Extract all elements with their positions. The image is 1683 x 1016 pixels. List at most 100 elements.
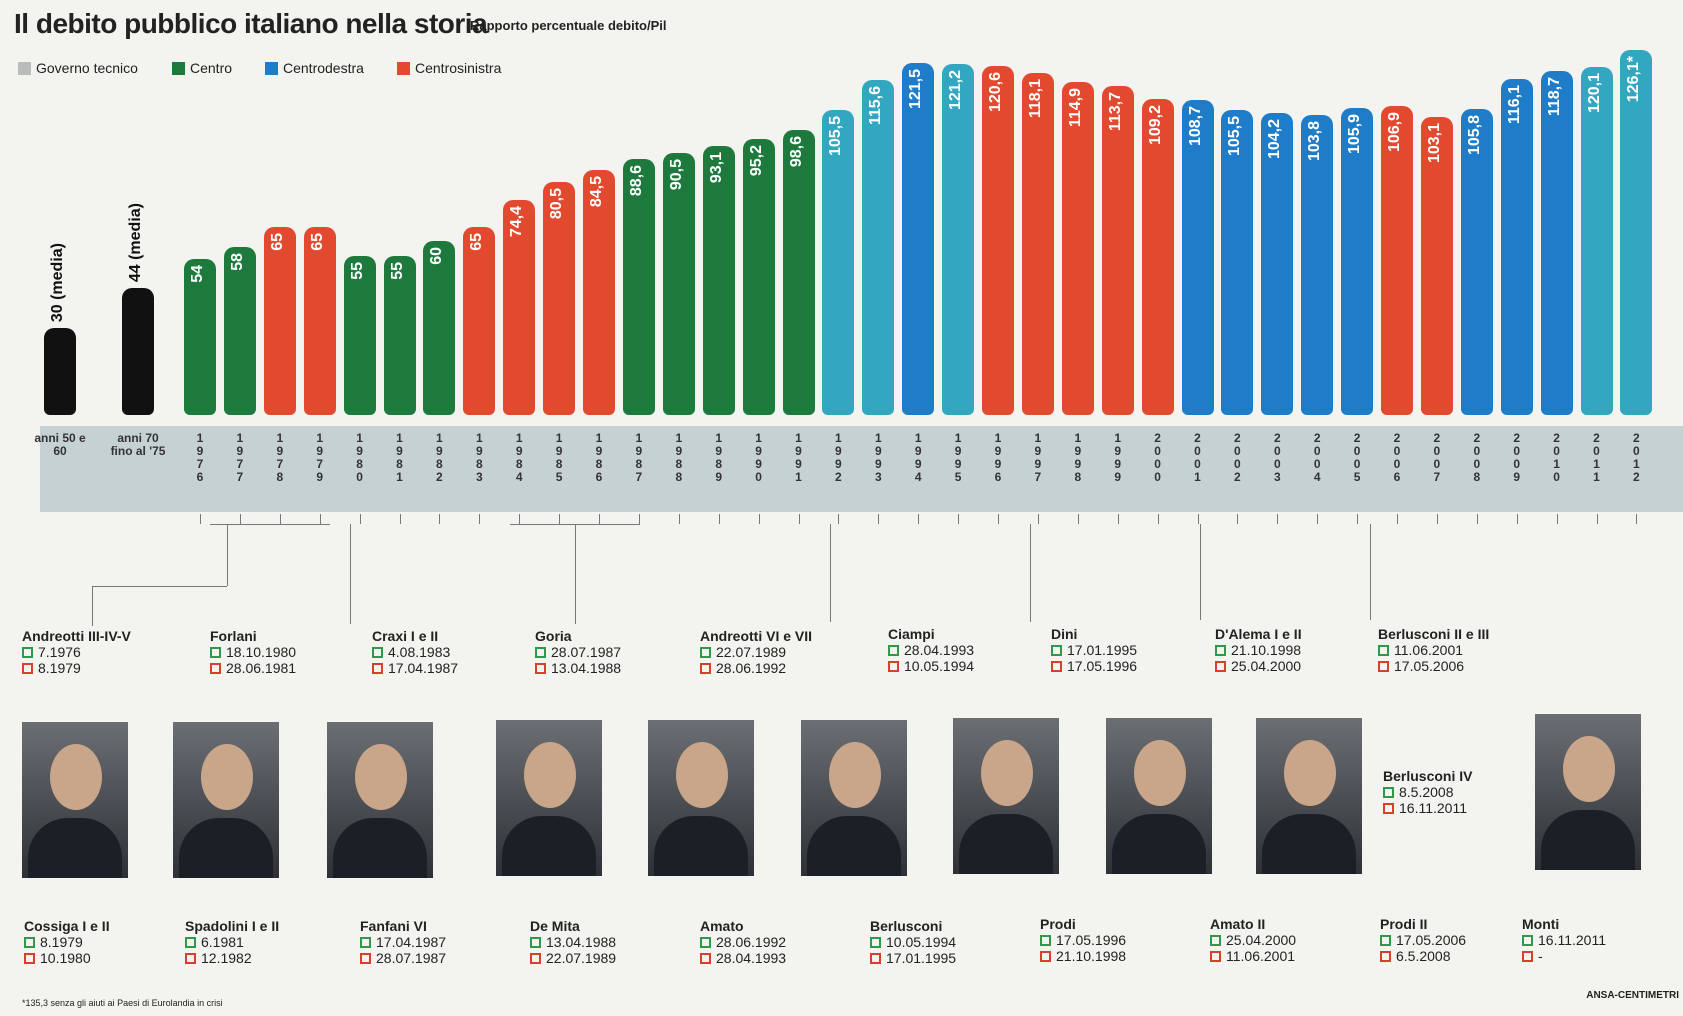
date-text: 11.06.2001 <box>1226 948 1296 964</box>
government: Ciampi 28.04.1993 10.05.1994 <box>888 626 974 674</box>
connector <box>319 514 321 524</box>
bar <box>902 63 935 415</box>
connector <box>1197 514 1199 524</box>
bar <box>942 64 975 415</box>
bar-value-label: 74,4 <box>508 205 526 237</box>
date-icon <box>1378 660 1389 672</box>
photo <box>1256 718 1362 874</box>
date-icon <box>700 952 711 964</box>
x-tick-label: 2011 <box>1593 431 1600 484</box>
date-text: 28.07.1987 <box>376 950 447 966</box>
government-date: 28.04.1993 <box>700 950 786 966</box>
date-text: 17.05.2006 <box>1396 932 1467 948</box>
x-tick-label: 1986 <box>595 431 603 484</box>
x-tick-label: 1976 <box>196 431 204 484</box>
legend-item: Centro <box>172 60 232 76</box>
date-icon <box>700 936 711 948</box>
date-text: 11.06.2001 <box>1394 642 1464 658</box>
government-date: 12.1982 <box>185 950 279 966</box>
date-text: 22.07.1989 <box>546 950 617 966</box>
bar-value-label: 106,9 <box>1386 111 1403 152</box>
bar-value-label: 93,1 <box>707 151 725 183</box>
source: ANSA-CENTIMETRI <box>1586 990 1679 1001</box>
connector <box>1277 514 1279 524</box>
date-icon <box>1210 950 1221 962</box>
government-date: 16.11.2011 <box>1383 800 1472 816</box>
x-tick-label: 1993 <box>874 431 882 484</box>
bar <box>1381 105 1413 415</box>
legend-item: Centrodestra <box>265 60 364 76</box>
connector <box>1200 524 1201 620</box>
government-date: 6.1981 <box>185 934 279 950</box>
bar <box>423 241 456 415</box>
bar <box>1261 113 1294 415</box>
government-date: 28.07.1987 <box>535 644 621 660</box>
connector <box>878 514 880 524</box>
bar <box>1620 50 1653 415</box>
government-name: Dini <box>1051 626 1078 642</box>
date-icon <box>185 952 196 964</box>
government-name: Forlani <box>210 628 257 644</box>
date-icon <box>888 660 899 672</box>
bar <box>1101 85 1134 415</box>
government-date: 17.05.1996 <box>1051 658 1137 674</box>
bar-value-label: 118,1 <box>1026 79 1044 119</box>
government-date: 18.10.1980 <box>210 644 296 660</box>
government-name: Fanfani VI <box>360 918 427 934</box>
government-date: 10.05.1994 <box>888 658 974 674</box>
connector <box>227 524 228 586</box>
date-icon <box>1383 786 1394 798</box>
connector <box>1370 524 1371 620</box>
bar-value-label: 121,2 <box>947 70 965 111</box>
government-date: 8.5.2008 <box>1383 784 1472 800</box>
bar <box>1420 116 1453 415</box>
x-tick-label: 2006 <box>1393 431 1401 484</box>
connector <box>798 514 800 524</box>
government-date: 25.04.2000 <box>1215 658 1302 674</box>
x-tick-label: 1980 <box>356 431 363 484</box>
date-icon <box>1378 644 1389 656</box>
connector <box>519 514 521 524</box>
date-text: 8.1979 <box>40 934 83 950</box>
date-icon <box>1380 934 1391 946</box>
date-text: 21.10.1998 <box>1231 642 1302 658</box>
date-text: 6.1981 <box>201 934 244 950</box>
date-text: 4.08.1983 <box>388 644 451 660</box>
legend-swatch <box>265 61 278 75</box>
government-name: Craxi I e II <box>372 628 439 644</box>
x-tick-label: 2003 <box>1273 431 1281 484</box>
legend-swatch <box>397 61 410 75</box>
government-date: 28.06.1992 <box>700 660 812 676</box>
government-name: Spadolini I e II <box>185 918 280 934</box>
connector <box>830 524 831 622</box>
bar-value-label: 120,6 <box>987 71 1004 112</box>
date-icon <box>888 644 899 656</box>
bar <box>1021 73 1054 415</box>
government-name: Goria <box>535 628 572 644</box>
connector <box>439 514 441 524</box>
government-name: Andreotti VI e VII <box>700 628 813 644</box>
bar-value-label: 80,5 <box>548 187 566 220</box>
connector <box>1317 514 1319 524</box>
government-date: 17.01.1995 <box>1051 642 1137 658</box>
bar <box>343 255 376 415</box>
connector <box>279 514 281 524</box>
date-text: 28.06.1992 <box>716 934 787 950</box>
date-icon <box>24 936 35 948</box>
bar <box>1181 100 1214 415</box>
bar <box>503 199 536 415</box>
date-text: 17.04.1987 <box>388 660 459 676</box>
x-tick-label: 1998 <box>1074 431 1082 484</box>
bar <box>1580 67 1613 415</box>
date-icon <box>1040 950 1051 962</box>
government-name: Prodi <box>1040 916 1076 932</box>
date-icon <box>700 662 711 674</box>
connector <box>1476 514 1478 524</box>
connector <box>1117 514 1119 524</box>
government-date: 21.10.1998 <box>1215 642 1302 658</box>
bar-value-label: 105,9 <box>1346 114 1364 155</box>
bar-value-label: 98,6 <box>787 135 805 167</box>
connector <box>559 514 561 524</box>
x-tick-label: 1983 <box>475 431 483 484</box>
